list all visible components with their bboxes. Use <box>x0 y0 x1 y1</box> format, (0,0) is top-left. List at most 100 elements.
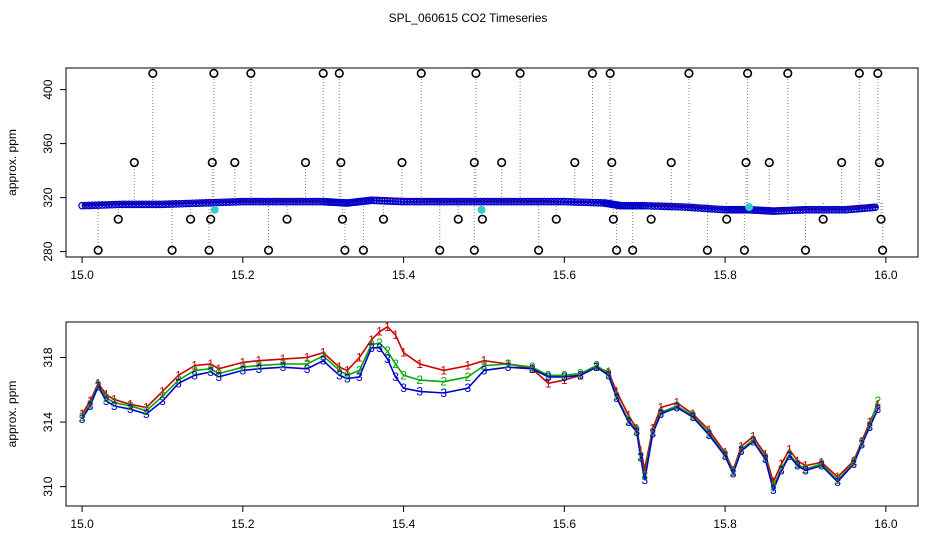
series-marker-1: 1 <box>786 443 793 457</box>
series-marker-1: 1 <box>730 463 737 477</box>
outlier-point <box>818 214 828 224</box>
baseline-point <box>383 197 392 205</box>
series-marker-3: 3 <box>159 394 166 408</box>
outlier-point <box>741 157 751 168</box>
series-marker-2: 2 <box>561 368 568 382</box>
series-marker-2: 2 <box>750 433 757 447</box>
series-marker-2: 2 <box>465 370 472 384</box>
x-tick-label: 15.4 <box>392 268 416 282</box>
baseline-point <box>774 207 783 215</box>
series-marker-3: 3 <box>465 381 472 395</box>
series-marker-3: 3 <box>786 449 793 463</box>
outlier-point <box>611 245 622 255</box>
series-marker-2: 2 <box>613 389 620 403</box>
series-marker-1: 1 <box>320 346 327 360</box>
series-marker-3: 3 <box>866 420 873 434</box>
baseline-point <box>865 203 874 212</box>
outlier-point <box>605 68 615 78</box>
series-marker-1: 1 <box>605 365 612 379</box>
series-marker-3: 3 <box>577 368 584 382</box>
baseline-point <box>389 197 397 206</box>
outlier-point <box>477 214 487 224</box>
outlier-point <box>93 245 103 255</box>
series-marker-3: 3 <box>641 473 648 487</box>
x-tick-label: 15.8 <box>713 517 737 531</box>
y-tick-label: 400 <box>41 79 55 99</box>
outlier-point <box>113 214 123 224</box>
series-marker-2: 2 <box>159 389 166 403</box>
series-marker-1: 1 <box>368 333 375 347</box>
series-marker-1: 1 <box>529 362 536 376</box>
series-marker-3: 3 <box>706 428 713 442</box>
series-marker-2: 2 <box>577 367 584 381</box>
series-marker-2: 2 <box>794 457 801 471</box>
outlier-point <box>534 245 544 255</box>
series-marker-2: 2 <box>79 410 86 424</box>
series-marker-1: 1 <box>874 397 881 411</box>
series-marker-3: 3 <box>690 410 697 424</box>
outlier-point <box>646 214 656 224</box>
x-tick-label: 16.0 <box>874 268 898 282</box>
series-marker-3: 3 <box>336 368 343 382</box>
series-marker-2: 2 <box>690 409 697 423</box>
outlier-point <box>230 157 240 168</box>
series-marker-2: 2 <box>850 455 857 469</box>
series-marker-1: 1 <box>722 446 729 460</box>
series-marker-3: 3 <box>481 363 488 377</box>
series-marker-3: 3 <box>633 425 640 439</box>
series-marker-1: 1 <box>794 454 801 468</box>
series-marker-3: 3 <box>400 381 407 395</box>
series-marker-3: 3 <box>505 360 512 374</box>
x-tick-label: 15.6 <box>553 268 577 282</box>
series-marker-3: 3 <box>175 376 182 390</box>
baseline-point <box>394 197 403 206</box>
outlier-point <box>684 68 694 78</box>
series-marker-1: 1 <box>706 423 713 437</box>
series-marker-1: 1 <box>356 351 363 365</box>
series-marker-1: 1 <box>239 355 246 369</box>
cyan-point <box>210 205 219 214</box>
series-marker-3: 3 <box>191 368 198 382</box>
chart-title: SPL_060615 CO2 Timeseries <box>389 11 548 25</box>
baseline-point <box>717 205 726 214</box>
baseline-point <box>777 206 786 215</box>
series-marker-2: 2 <box>356 363 363 377</box>
series-marker-1: 1 <box>657 401 664 415</box>
series-marker-3: 3 <box>545 370 552 384</box>
outlier-point <box>878 245 888 255</box>
outlier-point <box>378 214 389 224</box>
baseline-point <box>860 204 869 213</box>
baseline-point <box>391 197 400 206</box>
outlier-point <box>471 68 481 78</box>
series-marker-2: 2 <box>818 457 825 471</box>
y-axis-label: approx. ppm <box>5 381 19 448</box>
series-marker-2: 2 <box>505 357 512 371</box>
outlier-point <box>854 68 864 78</box>
x-tick-label: 15.8 <box>713 268 737 282</box>
series-marker-2: 2 <box>175 373 182 387</box>
series-marker-3: 3 <box>762 452 769 466</box>
series-marker-2: 2 <box>103 391 110 405</box>
baseline-point <box>868 203 877 212</box>
series-marker-1: 1 <box>440 363 447 377</box>
series-marker-3: 3 <box>637 451 644 465</box>
series-marker-3: 3 <box>794 459 801 473</box>
series-marker-3: 3 <box>256 362 263 376</box>
series-marker-1: 1 <box>545 376 552 390</box>
series-marker-3: 3 <box>818 459 825 473</box>
x-tick-label: 15.0 <box>70 268 94 282</box>
outlier-point <box>874 157 885 168</box>
series-marker-3: 3 <box>750 434 757 448</box>
series-marker-1: 1 <box>674 396 681 410</box>
outlier-point <box>167 245 177 255</box>
x-tick-label: 16.0 <box>874 517 898 531</box>
x-tick-label: 15.2 <box>231 268 255 282</box>
outlier-point <box>551 214 561 224</box>
baseline-point <box>378 196 387 205</box>
series-marker-3: 3 <box>529 362 536 376</box>
series-marker-1: 1 <box>633 422 640 436</box>
series-marker-2: 2 <box>625 413 632 427</box>
series-marker-2: 2 <box>344 368 351 382</box>
series-marker-2: 2 <box>834 473 841 487</box>
y-tick-label: 314 <box>41 412 55 432</box>
